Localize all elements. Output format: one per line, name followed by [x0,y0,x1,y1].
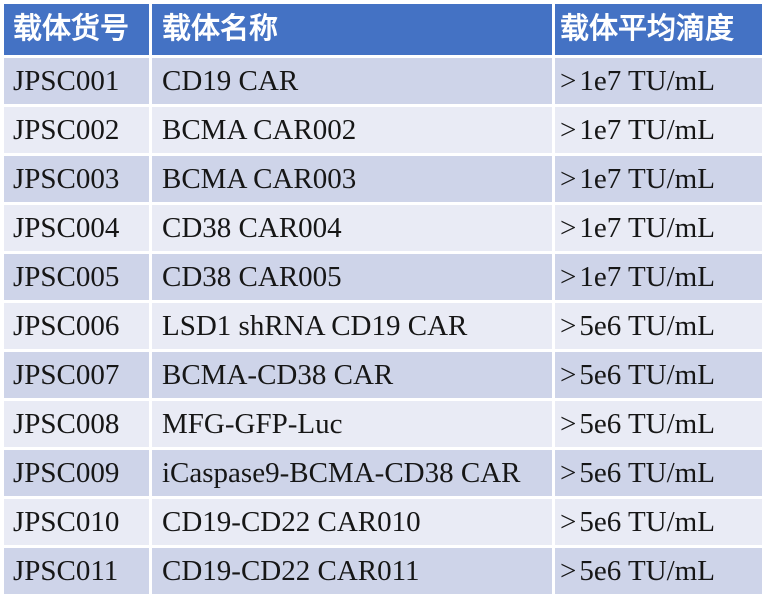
cell-average-titer: >5e6 TU/mL [555,401,762,447]
table-row: JPSC001 CD19 CAR >1e7 TU/mL [4,58,762,104]
cell-catalog-number: JPSC011 [4,548,149,594]
cell-vector-name: MFG-GFP-Luc [152,401,552,447]
cell-catalog-number: JPSC002 [4,107,149,153]
cell-average-titer: >1e7 TU/mL [555,205,762,251]
cell-vector-name: CD19 CAR [152,58,552,104]
table-row: JPSC007 BCMA-CD38 CAR >5e6 TU/mL [4,352,762,398]
table-row: JPSC003 BCMA CAR003 >1e7 TU/mL [4,156,762,202]
cell-vector-name: BCMA CAR002 [152,107,552,153]
column-header-average-titer: 载体平均滴度 [555,4,762,55]
cell-catalog-number: JPSC009 [4,450,149,496]
cell-average-titer: >5e6 TU/mL [555,499,762,545]
cell-average-titer: >5e6 TU/mL [555,303,762,349]
cell-vector-name: CD19-CD22 CAR010 [152,499,552,545]
cell-catalog-number: JPSC004 [4,205,149,251]
cell-average-titer: >5e6 TU/mL [555,352,762,398]
column-header-catalog-number: 载体货号 [4,4,149,55]
cell-catalog-number: JPSC001 [4,58,149,104]
header-row: 载体货号 载体名称 载体平均滴度 [4,4,762,55]
cell-vector-name: CD38 CAR004 [152,205,552,251]
cell-catalog-number: JPSC005 [4,254,149,300]
cell-average-titer: >1e7 TU/mL [555,107,762,153]
cell-vector-name: BCMA-CD38 CAR [152,352,552,398]
cell-vector-name: BCMA CAR003 [152,156,552,202]
cell-vector-name: CD38 CAR005 [152,254,552,300]
table-row: JPSC004 CD38 CAR004 >1e7 TU/mL [4,205,762,251]
column-header-vector-name: 载体名称 [152,4,552,55]
cell-vector-name: CD19-CD22 CAR011 [152,548,552,594]
table-row: JPSC008 MFG-GFP-Luc >5e6 TU/mL [4,401,762,447]
table-row: JPSC010 CD19-CD22 CAR010 >5e6 TU/mL [4,499,762,545]
cell-vector-name: LSD1 shRNA CD19 CAR [152,303,552,349]
cell-catalog-number: JPSC010 [4,499,149,545]
cell-catalog-number: JPSC008 [4,401,149,447]
cell-average-titer: >5e6 TU/mL [555,450,762,496]
table-header: 载体货号 载体名称 载体平均滴度 [4,4,762,55]
cell-average-titer: >1e7 TU/mL [555,254,762,300]
table-row: JPSC011 CD19-CD22 CAR011 >5e6 TU/mL [4,548,762,594]
table-row: JPSC002 BCMA CAR002 >1e7 TU/mL [4,107,762,153]
cell-catalog-number: JPSC003 [4,156,149,202]
cell-average-titer: >1e7 TU/mL [555,58,762,104]
cell-catalog-number: JPSC007 [4,352,149,398]
table-row: JPSC006 LSD1 shRNA CD19 CAR >5e6 TU/mL [4,303,762,349]
cell-average-titer: >1e7 TU/mL [555,156,762,202]
table-row: JPSC005 CD38 CAR005 >1e7 TU/mL [4,254,762,300]
cell-vector-name: iCaspase9-BCMA-CD38 CAR [152,450,552,496]
table-row: JPSC009 iCaspase9-BCMA-CD38 CAR >5e6 TU/… [4,450,762,496]
cell-average-titer: >5e6 TU/mL [555,548,762,594]
cell-catalog-number: JPSC006 [4,303,149,349]
table-body: JPSC001 CD19 CAR >1e7 TU/mL JPSC002 BCMA… [4,58,762,594]
